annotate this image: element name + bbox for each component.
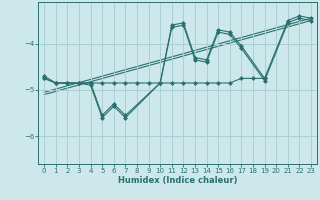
X-axis label: Humidex (Indice chaleur): Humidex (Indice chaleur) bbox=[118, 176, 237, 185]
